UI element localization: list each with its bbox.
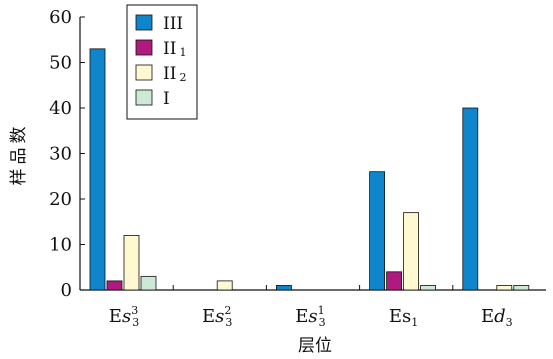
bar-II2-Es1 (403, 212, 420, 291)
bar-III-Es33 (89, 48, 106, 291)
x-tick-label: Es1 3 (295, 304, 325, 329)
bars (89, 48, 530, 291)
y-tick-label: 40 (49, 98, 72, 119)
bar-II1-Es1 (386, 271, 403, 291)
legend-label: II 1 (163, 39, 186, 59)
x-tick-label: Es1 (389, 306, 418, 329)
bar-III-Ed3 (462, 107, 479, 291)
legend-label: I (163, 89, 170, 109)
bar-I-Ed3 (513, 285, 530, 291)
x-tick-label: Es2 3 (202, 304, 232, 329)
bar-II2-Es32 (216, 280, 233, 291)
x-tick-labels: Es3 3 Es2 3 Es1 3 Es1 Ed3 (109, 304, 513, 329)
legend-swatch (135, 89, 153, 106)
y-tick-label: 20 (49, 189, 72, 210)
y-tick-label: 50 (49, 53, 72, 74)
y-tick-label: 10 (49, 235, 72, 256)
x-tick-label: Es3 3 (109, 304, 139, 329)
legend-label: II 2 (163, 64, 186, 84)
legend-swatch (135, 39, 153, 56)
y-axis-title: 样品数 (9, 123, 29, 186)
legend-swatch (135, 64, 153, 81)
y-tick-label: 0 (61, 280, 72, 301)
x-tick-label: Ed3 (481, 306, 513, 329)
bar-II2-Ed3 (496, 285, 513, 291)
bar-I-Es33 (140, 275, 157, 291)
bar-II1-Es33 (106, 280, 123, 291)
legend-label: III (163, 14, 183, 34)
axes: 0 10 20 30 40 50 60 (49, 7, 546, 301)
y-tick-label: 60 (49, 7, 72, 28)
legend: III II 1 II 2 I (126, 4, 198, 120)
bar-II2-Es33 (123, 234, 140, 291)
bar-I-Es1 (420, 285, 437, 291)
y-tick-label: 30 (49, 144, 72, 165)
bar-III-Es31 (275, 285, 292, 291)
bar-III-Es1 (369, 171, 386, 291)
legend-swatch (135, 14, 153, 31)
x-axis-title: 层位 (298, 336, 332, 356)
